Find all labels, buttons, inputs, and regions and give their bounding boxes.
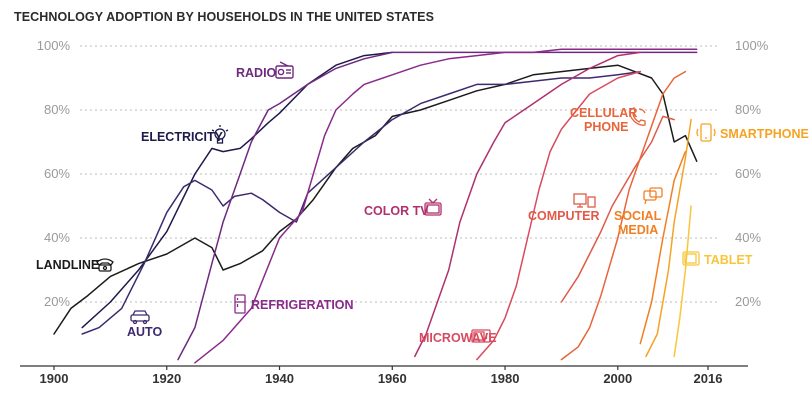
chat-icon bbox=[643, 187, 663, 205]
y-axis-ticks: 20% 20% 40% 40% 60% 60% 80% 80% 100% 100% bbox=[37, 38, 769, 309]
label-radio: RADIO bbox=[236, 66, 277, 80]
lightbulb-icon bbox=[211, 125, 229, 144]
label-landline: LANDLINE bbox=[36, 258, 99, 272]
label-color-tv: COLOR TV bbox=[364, 204, 429, 218]
y-tick-right-80: 80% bbox=[735, 102, 761, 117]
label-auto: AUTO bbox=[127, 325, 162, 339]
radio-icon bbox=[275, 61, 294, 79]
label-phone: PHONE bbox=[584, 120, 628, 134]
x-tick-2016: 2016 bbox=[694, 371, 723, 386]
label-smartphone: SMARTPHONE bbox=[720, 127, 809, 141]
telephone-icon bbox=[96, 258, 114, 272]
series-line-radio bbox=[177, 51, 698, 361]
label-refrigeration: REFRIGERATION bbox=[251, 298, 354, 312]
chart-title: TECHNOLOGY ADOPTION BY HOUSEHOLDS IN THE… bbox=[14, 10, 435, 24]
x-tick-1960: 1960 bbox=[378, 371, 407, 386]
y-tick-left-60: 60% bbox=[44, 166, 70, 181]
microwave-icon bbox=[471, 329, 491, 343]
y-tick-left-40: 40% bbox=[44, 230, 70, 245]
series-line-electricity bbox=[81, 51, 394, 329]
y-tick-right-40: 40% bbox=[735, 230, 761, 245]
label-tablet: TABLET bbox=[704, 253, 753, 267]
series-lines bbox=[53, 48, 698, 364]
refrigerator-icon bbox=[234, 294, 246, 314]
x-tick-1940: 1940 bbox=[265, 371, 294, 386]
series-line-auto bbox=[81, 70, 642, 335]
tablet-icon bbox=[682, 251, 700, 266]
x-tick-2000: 2000 bbox=[603, 371, 632, 386]
car-icon bbox=[130, 310, 150, 325]
series-line-refrigeration bbox=[194, 48, 698, 364]
series-line-smartphone bbox=[645, 118, 692, 358]
label-microwave: MICROWAVE bbox=[419, 331, 497, 345]
series-line-social-media bbox=[639, 150, 687, 345]
x-tick-1920: 1920 bbox=[152, 371, 181, 386]
x-tick-1980: 1980 bbox=[491, 371, 520, 386]
smartphone-icon bbox=[696, 123, 716, 142]
label-electricity: ELECTRICITY bbox=[141, 130, 224, 144]
y-tick-left-20: 20% bbox=[44, 294, 70, 309]
label-media: MEDIA bbox=[618, 223, 658, 237]
series-line-color-tv bbox=[414, 51, 642, 358]
x-axis-ticks: 1900 1920 1940 1960 1980 2000 2016 bbox=[40, 366, 723, 386]
series-line-tablet bbox=[673, 205, 692, 358]
computer-icon bbox=[573, 193, 596, 208]
y-tick-right-20: 20% bbox=[735, 294, 761, 309]
label-social: SOCIAL bbox=[614, 209, 662, 223]
series-line-computer bbox=[560, 115, 675, 303]
y-tick-right-100: 100% bbox=[735, 38, 769, 53]
label-computer: COMPUTER bbox=[528, 209, 600, 223]
series-line-landline bbox=[53, 64, 698, 335]
label-cellular: CELLULAR bbox=[570, 106, 637, 120]
y-tick-left-80: 80% bbox=[44, 102, 70, 117]
television-icon bbox=[424, 198, 442, 216]
series-line-cellular-phone bbox=[560, 70, 687, 361]
y-tick-right-60: 60% bbox=[735, 166, 761, 181]
y-tick-left-100: 100% bbox=[37, 38, 71, 53]
x-tick-1900: 1900 bbox=[40, 371, 69, 386]
gridlines bbox=[80, 45, 720, 303]
cellphone-icon bbox=[629, 107, 646, 126]
series-line-microwave bbox=[476, 70, 642, 361]
